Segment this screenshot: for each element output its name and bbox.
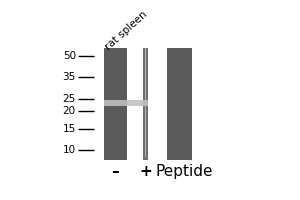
Text: 10: 10 [63,145,76,155]
Text: 15: 15 [63,124,76,134]
Text: 25: 25 [63,94,76,104]
Text: 50: 50 [63,51,76,61]
Bar [167,48,192,160]
Text: rat spleen: rat spleen [103,10,149,52]
Text: 20: 20 [63,106,76,116]
Bar [145,48,146,157]
Bar [104,100,148,106]
Text: +: + [139,164,152,179]
Bar [143,48,148,160]
Text: Peptide: Peptide [155,164,213,179]
Bar [104,48,127,160]
Text: 35: 35 [63,72,76,82]
Text: –: – [112,164,119,179]
